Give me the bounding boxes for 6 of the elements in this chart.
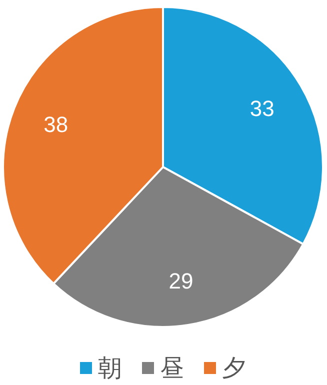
data-label: 29 [168,268,194,294]
legend-label: 夕 [222,354,246,382]
legend-label: 昼 [160,354,184,382]
data-label: 38 [44,112,68,138]
legend-label: 朝 [98,354,122,382]
data-label: 33 [250,96,274,121]
